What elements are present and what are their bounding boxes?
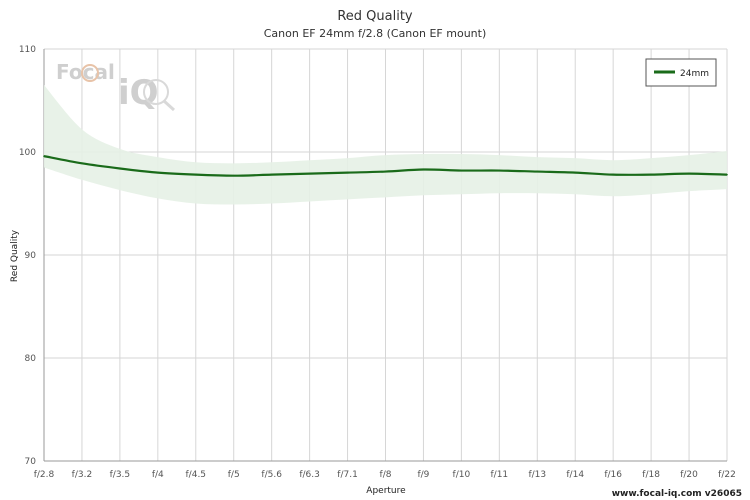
x-axis-label: Aperture bbox=[366, 486, 406, 496]
data-point bbox=[574, 171, 577, 174]
y-tick-label: 110 bbox=[19, 45, 36, 55]
data-point bbox=[81, 162, 83, 165]
x-tick-label: f/4 bbox=[152, 470, 164, 480]
data-point bbox=[688, 172, 690, 175]
magnifier-icon bbox=[143, 79, 169, 105]
data-point bbox=[308, 172, 311, 175]
x-tick-label: f/3.2 bbox=[72, 470, 93, 480]
x-tick-label: f/13 bbox=[528, 470, 546, 480]
x-tick-label: f/4.5 bbox=[186, 470, 207, 480]
x-tick-label: f/16 bbox=[604, 470, 622, 480]
data-point bbox=[498, 169, 501, 172]
legend-label: 24mm bbox=[680, 69, 709, 79]
footer-credit: www.focal-iq.com v26065 bbox=[612, 489, 742, 499]
data-point bbox=[157, 171, 159, 174]
logo-ring-icon bbox=[81, 64, 99, 82]
data-point bbox=[460, 169, 463, 172]
logo-iq-text: iQ bbox=[118, 73, 159, 113]
x-tick-label: f/22 bbox=[718, 470, 736, 480]
data-point bbox=[422, 168, 425, 171]
x-tick-label: f/11 bbox=[491, 470, 509, 480]
data-point bbox=[346, 171, 349, 174]
magnifier-handle-icon bbox=[162, 99, 176, 112]
x-tick-label: f/9 bbox=[417, 470, 429, 480]
data-point bbox=[612, 173, 614, 176]
x-tick-label: f/7.1 bbox=[337, 470, 358, 480]
x-tick-label: f/2.8 bbox=[34, 470, 55, 480]
focal-iq-logo: Focal iQ bbox=[56, 60, 176, 113]
x-tick-label: f/5.6 bbox=[261, 470, 282, 480]
data-point bbox=[119, 167, 121, 170]
data-point bbox=[384, 170, 387, 173]
legend-box bbox=[645, 58, 717, 87]
x-tick-label: f/6.3 bbox=[299, 470, 320, 480]
data-point bbox=[232, 174, 235, 177]
x-tick-label: f/20 bbox=[680, 470, 698, 480]
x-tick-label: f/10 bbox=[453, 470, 471, 480]
x-tick-label: f/5 bbox=[228, 470, 240, 480]
x-tick-label: f/18 bbox=[642, 470, 660, 480]
data-point bbox=[726, 173, 728, 176]
x-tick-label: f/14 bbox=[566, 470, 584, 480]
chart-subtitle: Canon EF 24mm f/2.8 (Canon EF mount) bbox=[264, 27, 487, 40]
data-point bbox=[650, 173, 652, 176]
y-tick-label: 80 bbox=[25, 354, 37, 364]
grid bbox=[43, 48, 728, 462]
y-tick-label: 70 bbox=[25, 457, 37, 467]
y-tick-label: 90 bbox=[25, 251, 37, 261]
axis-ticks: 70 80 90 100 110 f/2.8 f/3.2 f/3.5 f/4 f/4.5 f/5 f/… bbox=[19, 45, 736, 480]
data-point bbox=[536, 170, 539, 173]
x-tick-label: f/3.5 bbox=[110, 470, 131, 480]
x-tick-label: f/8 bbox=[380, 470, 392, 480]
data-point bbox=[194, 173, 197, 176]
data-point bbox=[43, 155, 45, 157]
data-point bbox=[270, 173, 273, 176]
chart-title: Red Quality bbox=[337, 9, 413, 24]
legend: 24mm bbox=[645, 58, 717, 87]
series-lines bbox=[43, 155, 728, 177]
y-axis-label: Red Quality bbox=[10, 229, 20, 282]
y-tick-label: 100 bbox=[19, 148, 36, 158]
